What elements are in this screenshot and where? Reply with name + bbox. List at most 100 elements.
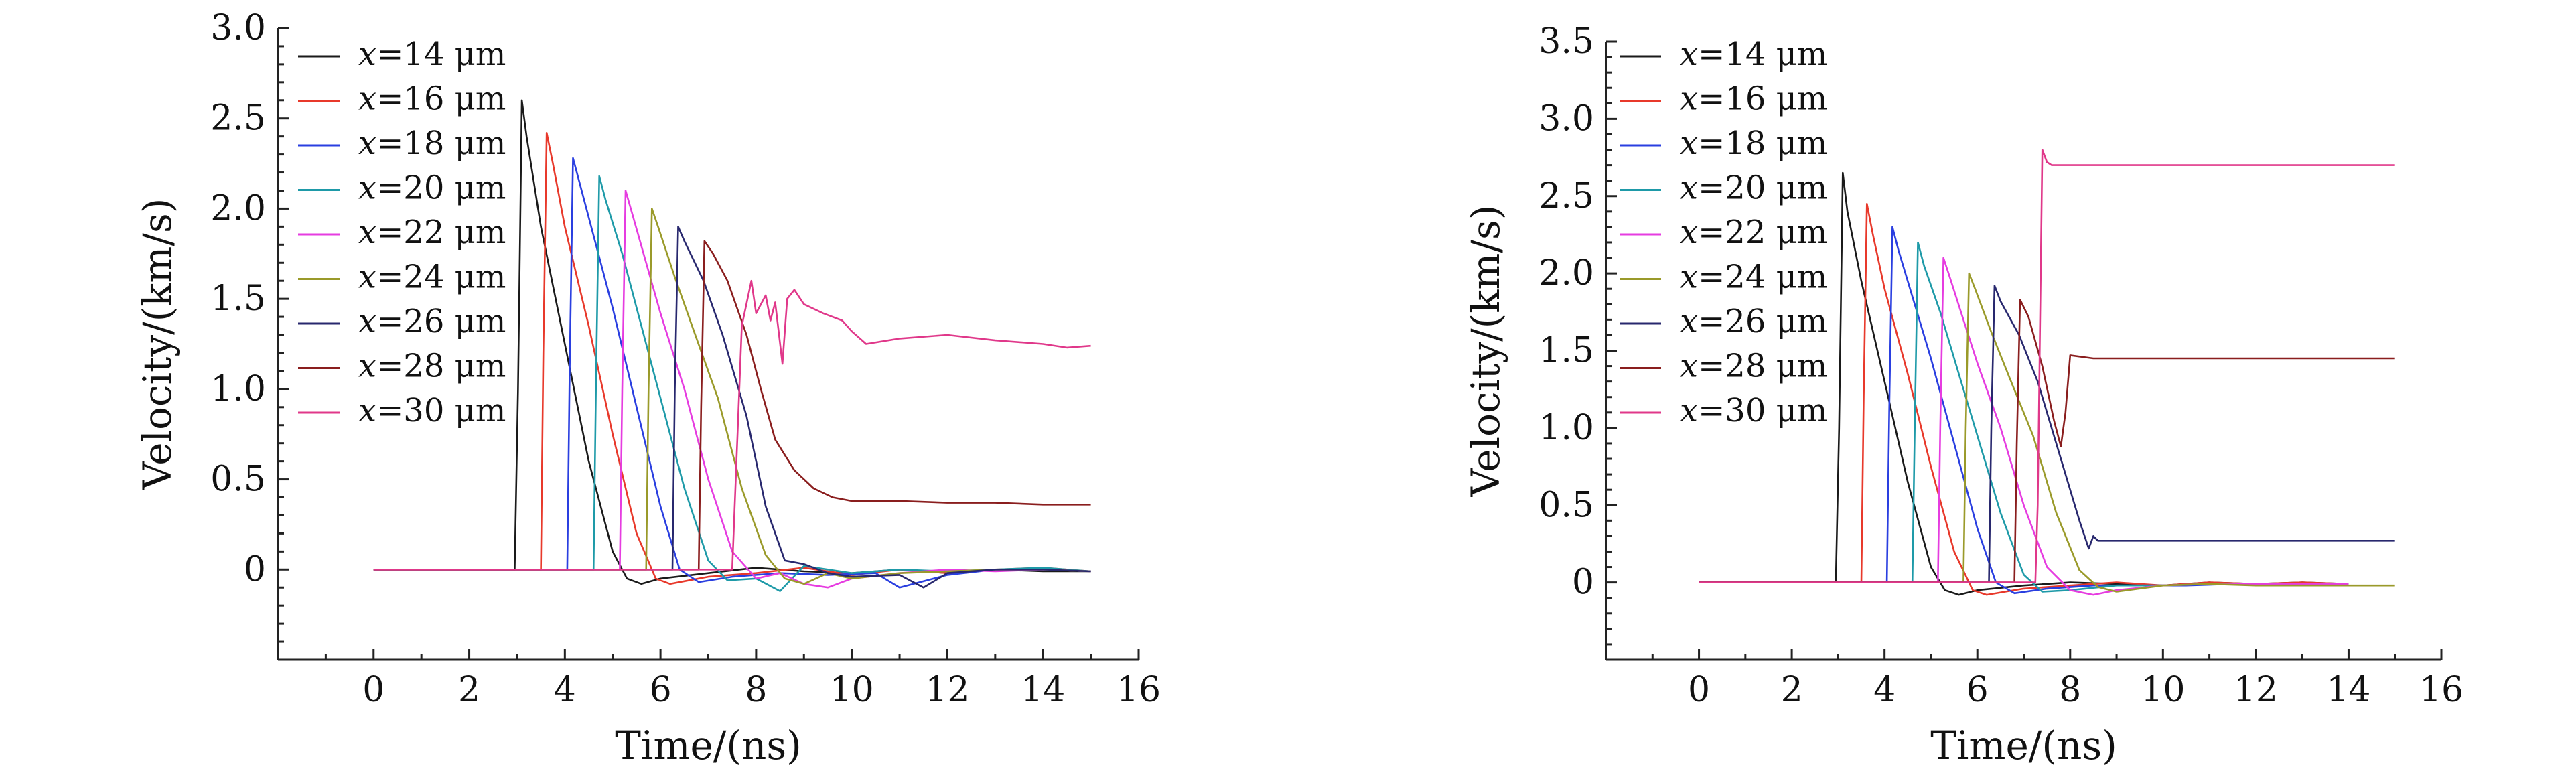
y-tick-label: 3.0: [1539, 98, 1594, 139]
legend-entry: x=16 μm: [358, 80, 506, 118]
legend-entry: x=18 μm: [1680, 125, 1827, 162]
legend-variable: x: [358, 303, 376, 340]
y-tick-label: 0: [244, 549, 266, 589]
legend-label: =30 μm: [376, 392, 506, 429]
legend-label: =26 μm: [376, 303, 506, 340]
x-tick-label: 8: [2059, 670, 2081, 710]
y-axis-title: Velocity/(km/s): [135, 198, 180, 491]
y-tick-label: 1.5: [1539, 331, 1594, 371]
legend-entry: x=22 μm: [358, 214, 506, 251]
chart-panel-1: 0 2 4 6 8 10 12 14 16 0 0.5 1.0 1.5 2.0 2.5 3.0 Time/(ns…: [135, 8, 1161, 768]
y-axis-title: Velocity/(km/s): [1463, 205, 1508, 498]
legend-label: =16 μm: [376, 80, 506, 118]
y-tick-label: 2.5: [1539, 176, 1594, 216]
x-tick-label: 10: [830, 670, 874, 710]
legend-label: =22 μm: [1698, 214, 1827, 251]
legend-variable: x: [358, 348, 376, 385]
y-tick-label: 3.0: [210, 8, 266, 48]
legend-label: =20 μm: [376, 169, 506, 207]
x-tick-label: 12: [2234, 670, 2278, 710]
legend-variable: x: [358, 80, 376, 118]
y-tick-label: 3.5: [1539, 21, 1594, 62]
legend-variable: x: [358, 125, 376, 162]
x-tick-label: 0: [1688, 670, 1710, 710]
x-tick-label: 2: [1781, 670, 1803, 710]
x-axis-title: Time/(ns): [615, 723, 801, 768]
x-tick-label: 14: [2326, 670, 2370, 710]
legend-label: =16 μm: [1698, 80, 1827, 118]
legend-entry: x=24 μm: [358, 259, 506, 296]
legend-label: =18 μm: [376, 125, 506, 162]
legend-label: =28 μm: [1698, 348, 1827, 385]
series-line-6: [373, 208, 1091, 585]
series-line-5: [373, 190, 1091, 589]
legend-entry: x=22 μm: [1680, 214, 1827, 251]
legend-variable: x: [358, 35, 376, 73]
y-tick-label: 0.5: [210, 459, 266, 500]
legend-variable: x: [358, 214, 376, 251]
legend-entry: x=14 μm: [1680, 35, 1827, 73]
chart-panel-2: 0 2 4 6 8 10 12 14 16 0 0.5 1.0 1.5 2.0 2.5 3.0 3.5 Time/…: [1463, 21, 2463, 768]
series-line-9: [373, 279, 1091, 571]
series-line-9: [1699, 149, 2395, 583]
x-tick-label: 16: [2419, 670, 2463, 710]
y-tick-label: 0.5: [1539, 485, 1594, 525]
legend-variable: x: [1680, 214, 1698, 251]
x-axis-title: Time/(ns): [1930, 723, 2117, 768]
x-tick-label: 16: [1117, 670, 1161, 710]
legend-label: =14 μm: [1698, 35, 1827, 73]
series-line-7: [1699, 285, 2395, 583]
legend-entry: x=26 μm: [1680, 303, 1827, 340]
legend-variable: x: [1680, 169, 1698, 207]
legend-label: =30 μm: [1698, 392, 1827, 429]
legend-entry: x=30 μm: [358, 392, 506, 429]
y-tick-label: 1.0: [1539, 408, 1594, 448]
series-line-2: [1699, 202, 2349, 596]
legend-variable: x: [1680, 80, 1698, 118]
x-tick-label: 14: [1021, 670, 1065, 710]
series-line-7: [373, 226, 1091, 589]
legend-label: =14 μm: [376, 35, 506, 73]
legend-entry: x=20 μm: [358, 169, 506, 207]
x-tick-label: 8: [745, 670, 767, 710]
legend-variable: x: [1680, 392, 1698, 429]
legend: x=14 μmx=16 μmx=18 μmx=20 μmx=22 μmx=24 …: [298, 35, 506, 429]
legend-entry: x=20 μm: [1680, 169, 1827, 207]
legend-label: =22 μm: [376, 214, 506, 251]
y-tick-label: 2.0: [1539, 253, 1594, 293]
legend-label: =20 μm: [1698, 169, 1827, 207]
x-tick-label: 0: [362, 670, 384, 710]
x-tick-label: 10: [2141, 670, 2185, 710]
legend-entry: x=16 μm: [1680, 80, 1827, 118]
series-line-8: [373, 240, 1091, 571]
y-tick-label: 0: [1572, 563, 1594, 603]
x-tick-label: 6: [1966, 670, 1989, 710]
x-tick-label: 12: [925, 670, 969, 710]
legend-variable: x: [358, 392, 376, 429]
legend-entry: x=18 μm: [358, 125, 506, 162]
series-line-2: [373, 132, 1091, 585]
legend-entry: x=24 μm: [1680, 259, 1827, 296]
legend-variable: x: [1680, 348, 1698, 385]
y-tick-label: 1.0: [210, 369, 266, 409]
x-tick-label: 4: [554, 670, 576, 710]
series-line-8: [1699, 299, 2395, 583]
legend-variable: x: [1680, 125, 1698, 162]
x-tick-label: 2: [458, 670, 480, 710]
series-line-6: [1699, 272, 2395, 593]
y-tick-label: 1.5: [210, 279, 266, 319]
legend-entry: x=28 μm: [358, 348, 506, 385]
legend-label: =18 μm: [1698, 125, 1827, 162]
legend-variable: x: [358, 169, 376, 207]
legend-label: =24 μm: [1698, 259, 1827, 296]
legend-label: =24 μm: [376, 259, 506, 296]
legend-entry: x=28 μm: [1680, 348, 1827, 385]
x-tick-label: 4: [1873, 670, 1895, 710]
legend: x=14 μmx=16 μmx=18 μmx=20 μmx=22 μmx=24 …: [1620, 35, 1827, 429]
legend-variable: x: [1680, 35, 1698, 73]
x-tick-label: 6: [650, 670, 672, 710]
y-tick-label: 2.0: [210, 188, 266, 228]
legend-variable: x: [1680, 303, 1698, 340]
y-tick-label: 2.5: [210, 98, 266, 139]
